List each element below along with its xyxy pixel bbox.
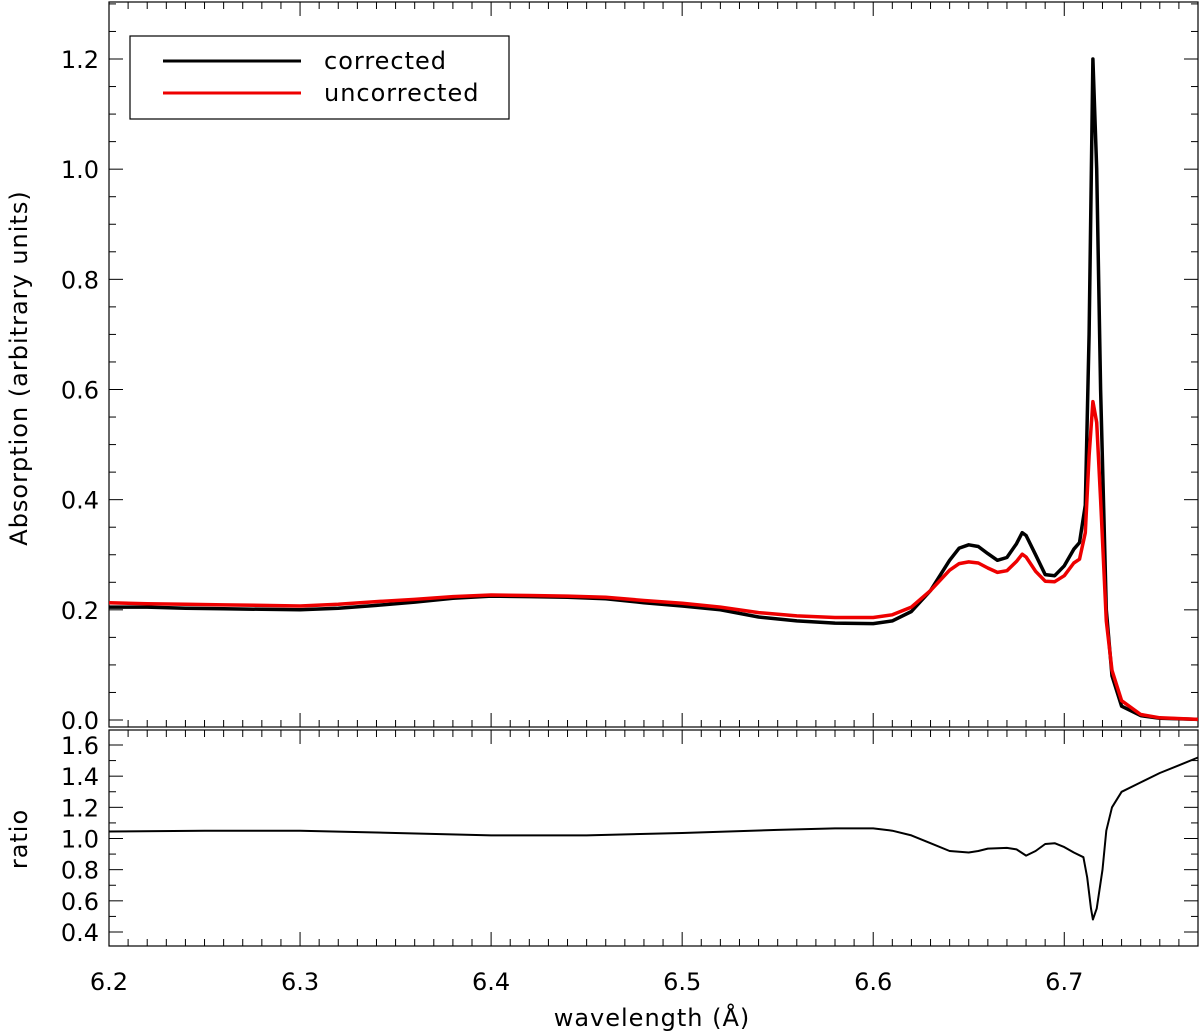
y-tick-label: 0.0 — [61, 707, 99, 735]
y-tick-label: 0.6 — [61, 888, 99, 916]
y-tick-label: 1.0 — [61, 156, 99, 184]
legend-label-uncorrected: uncorrected — [324, 79, 479, 107]
x-tick-label: 6.7 — [1045, 968, 1083, 996]
y-tick-label: 0.2 — [61, 597, 99, 625]
legend: corrected uncorrected — [129, 35, 510, 120]
y-tick-label: 0.6 — [61, 377, 99, 405]
y-tick-label: 0.4 — [61, 919, 99, 947]
y-tick-label: 0.8 — [61, 266, 99, 294]
y-tick-label: 0.8 — [61, 857, 99, 885]
x-tick-label: 6.6 — [854, 968, 892, 996]
y-tick-label: 1.2 — [61, 46, 99, 74]
legend-box — [129, 35, 510, 120]
bottom-panel: 6.2 6.3 6.4 6.5 6.6 6.7 0.4 0.6 0.8 1.0 1.2 1.4 1.6 — [61, 729, 1199, 996]
y-tick-label: 1.4 — [61, 763, 99, 791]
x-tick-label: 6.5 — [663, 968, 701, 996]
top-ylabel: Absorption (arbitrary units) — [5, 190, 33, 545]
series-line-ratio — [108, 756, 1199, 921]
xlabel: wavelength (Å) — [554, 1003, 751, 1032]
legend-label-corrected: corrected — [324, 47, 447, 75]
y-tick-label: 1.2 — [61, 794, 99, 822]
series-line-uncorrected — [108, 399, 1199, 722]
top-panel: 0.0 0.2 0.4 0.6 0.8 1.0 1.2 — [61, 1, 1199, 735]
series-line-corrected — [109, 57, 1199, 722]
y-tick-label: 0.4 — [61, 487, 99, 515]
y-tick-label: 1.0 — [61, 826, 99, 854]
y-tick-label: 1.6 — [61, 732, 99, 760]
plot-frame — [108, 729, 1199, 947]
bottom-ylabel: ratio — [5, 809, 33, 869]
x-tick-label: 6.4 — [472, 968, 510, 996]
x-tick-label: 6.2 — [90, 968, 128, 996]
plot-frame — [108, 1, 1199, 728]
x-tick-label: 6.3 — [281, 968, 319, 996]
